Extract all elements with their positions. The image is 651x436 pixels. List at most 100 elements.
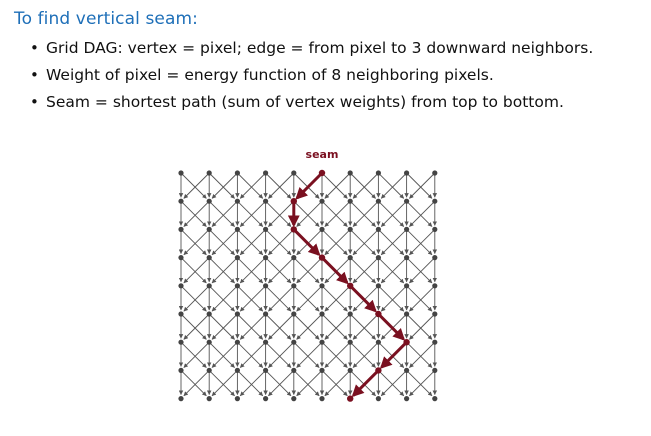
grid-edge [293,257,320,284]
grid-node [404,311,410,317]
grid-edge [378,200,405,227]
grid-node [375,198,381,204]
grid-node [178,198,184,204]
grid-edge [293,370,320,397]
grid-edge [349,370,376,397]
grid-edge [406,229,433,256]
grid-edge [349,341,376,368]
grid-edge [296,341,323,368]
grid-edge [180,257,207,284]
grid-edge [378,341,405,368]
grid-node [347,170,353,176]
grid-edge [321,370,348,397]
grid-edge [409,172,436,199]
grid-edge [293,172,320,199]
grid-edge [406,172,433,199]
grid-edge [208,257,235,284]
grid-node [234,255,240,261]
grid-node [206,311,212,317]
grid-edge [239,257,266,284]
grid-edge [380,370,407,397]
seam-edge [379,341,408,369]
grid-edge [324,313,351,340]
grid-edge [183,285,210,312]
grid-edge [239,229,266,256]
grid-edge [183,370,210,397]
grid-edge [352,172,379,199]
grid-edge [406,313,433,340]
grid-node [234,339,240,345]
grid-node [432,367,438,373]
grid-edge [268,341,295,368]
seam-node [318,254,326,261]
grid-node [404,226,410,232]
grid-edge [406,200,433,227]
seam-node [347,282,354,289]
grid-node [178,283,184,289]
grid-node [234,396,240,402]
grid-edge [183,257,210,284]
grid-node [319,396,325,402]
grid-edge [324,200,351,227]
grid-node [291,283,297,289]
grid-edge [239,200,266,227]
seam-node [318,169,326,177]
grid-node [404,283,410,289]
grid-node [347,311,353,317]
grid-node [375,339,381,345]
grid-edge [239,313,266,340]
grid-node [375,283,381,289]
grid-edge [349,200,376,227]
seam-node [347,395,354,402]
grid-edge [211,172,238,199]
grid-node [432,339,438,345]
grid-node [263,367,269,373]
grid-edge [237,370,264,397]
grid-node [178,396,184,402]
grid-node [178,226,184,232]
grid-node [432,226,438,232]
grid-edge [378,285,405,312]
grid-edge [237,172,264,199]
grid-edge [321,313,348,340]
grid-edge [352,200,379,227]
grid-edge [239,370,266,397]
grid-edge [380,200,407,227]
grid-edge [324,257,351,284]
grid-edge [349,313,376,340]
grid-node [206,396,212,402]
grid-edge [265,229,292,256]
grid-edge [237,313,264,340]
grid-node [375,226,381,232]
seam-edge [377,312,406,341]
grid-edge [268,285,295,312]
grid-node [206,283,212,289]
grid-node [404,396,410,402]
seam-edge [292,228,321,257]
grid-node [347,255,353,261]
grid-edge [380,229,407,256]
grid-node [263,283,269,289]
grid-edge [409,229,436,256]
grid-edge [409,313,436,340]
grid-node [347,367,353,373]
grid-node [404,367,410,373]
bullet-text: Seam = shortest path (sum of vertex weig… [46,93,564,111]
grid-edge [324,285,351,312]
grid-edge [380,172,407,199]
grid-edge [293,200,320,227]
seam-node [403,339,410,346]
grid-edge [180,341,207,368]
grid-node [206,339,212,345]
grid-edge [237,341,264,368]
grid-node [234,283,240,289]
bullet-item-seam: • Seam = shortest path (sum of vertex we… [30,92,593,119]
grid-edge [378,370,405,397]
grid-edge [268,370,295,397]
grid-edge [352,313,379,340]
grid-edge [237,257,264,284]
grid-node [319,198,325,204]
grid-edge [180,285,207,312]
grid-edge [211,257,238,284]
